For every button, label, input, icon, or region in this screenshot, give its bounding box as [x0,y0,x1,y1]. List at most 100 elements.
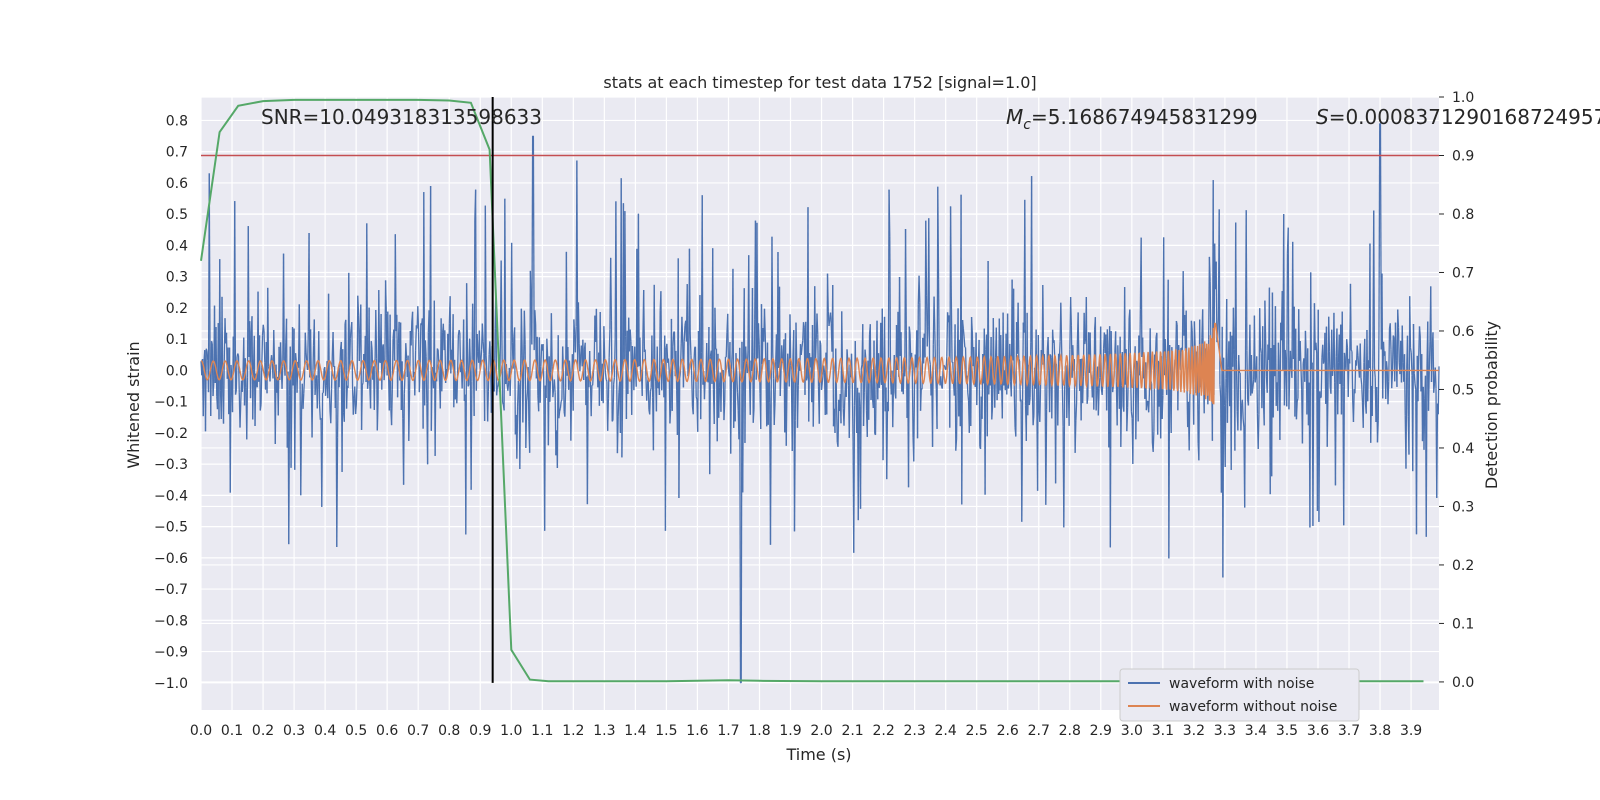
noisy-waveform-segment [701,195,704,385]
noisy-waveform-segment [919,388,922,411]
noisy-waveform-segment [1296,398,1299,402]
noisy-waveform-segment [558,411,561,419]
noisy-waveform-segment [549,372,552,402]
noisy-waveform-segment [963,336,966,348]
noisy-waveform-segment [599,311,602,363]
noisy-waveform-segment [805,377,808,381]
noisy-waveform-segment [525,401,528,448]
noisy-waveform-segment [481,323,484,342]
noisy-waveform-segment [1241,399,1244,420]
noisy-waveform-segment [868,334,871,420]
noisy-waveform-segment [967,392,970,401]
x-tick-label: 1.5 [655,723,677,739]
noisy-waveform-segment [570,382,573,441]
noisy-waveform-segment [1389,323,1392,350]
noisy-waveform-segment [298,304,301,375]
noisy-waveform-segment [534,310,537,325]
noisy-waveform-segment [1140,237,1143,358]
noisy-waveform-segment [436,348,439,351]
noisy-waveform-segment [745,346,748,364]
noisy-waveform-segment [487,354,490,392]
noisy-waveform-segment [800,346,803,356]
y-axis-label-right: Detection probability [1482,321,1501,489]
noisy-waveform-segment [262,324,265,332]
noisy-waveform-segment [1129,373,1133,412]
noisy-waveform-segment [864,349,867,358]
noisy-waveform-segment [793,420,796,532]
noisy-waveform-segment [904,228,907,331]
noisy-waveform-segment [1075,401,1078,421]
noisy-waveform-segment [821,375,824,384]
noisy-waveform-segment [789,314,792,366]
noisy-waveform-segment [617,392,620,417]
noisy-waveform-segment [290,391,293,468]
noisy-waveform-segment [332,331,335,368]
noisy-waveform-segment [502,402,504,406]
noisy-waveform-segment [1250,354,1253,394]
noisy-waveform-segment [688,248,691,334]
noisy-waveform-segment [1068,349,1071,426]
noisy-waveform-segment [1287,227,1290,410]
noisy-waveform-segment [419,323,422,370]
noisy-waveform-segment [1235,359,1238,412]
noisy-waveform-segment [1021,400,1024,522]
noisy-waveform-segment [1428,341,1431,372]
noisy-waveform-segment [539,366,542,403]
noisy-waveform-segment [284,342,287,376]
noisy-waveform-segment [937,279,940,370]
y-tick-label-right: 0.1 [1452,616,1474,632]
noisy-waveform-segment [779,372,782,396]
noisy-waveform-segment [990,336,993,420]
y-tick-label-right: 1.0 [1452,90,1474,106]
x-tick-label: 2.2 [872,723,894,739]
noisy-waveform-segment [637,213,640,367]
noisy-waveform-segment [910,352,913,370]
x-tick-label: 2.0 [810,723,832,739]
noisy-waveform-segment [1257,414,1260,449]
noisy-waveform-segment [234,390,237,395]
noisy-waveform-segment [949,206,952,297]
x-tick-label: 0.1 [221,723,243,739]
noisy-waveform-segment [447,323,451,370]
noisy-waveform-segment [1322,360,1325,364]
noisy-waveform-segment [470,381,473,490]
noisy-waveform-segment [649,387,652,392]
noisy-waveform-segment [1188,392,1191,451]
noisy-waveform-segment [613,377,616,385]
noisy-waveform-segment [360,385,363,430]
noisy-waveform-segment [691,375,694,407]
y-tick-label-left: −0.2 [154,426,188,442]
noisy-waveform-segment [1418,326,1421,337]
noisy-waveform-segment [565,251,568,376]
noisy-waveform-segment [1396,309,1399,387]
noisy-waveform-segment [970,317,973,427]
x-axis-label: Time (s) [785,745,851,764]
x-tick-label: 3.9 [1400,723,1422,739]
noisy-waveform-segment [1322,344,1325,364]
noisy-waveform-segment [1252,379,1255,388]
noisy-waveform-segment [955,372,958,439]
noisy-waveform-segment [414,325,417,351]
noisy-waveform-segment [424,340,427,357]
noisy-waveform-segment [595,308,598,367]
noisy-waveform-segment [1392,335,1395,338]
x-tick-label: 0.7 [407,723,429,739]
noisy-waveform-segment [928,218,931,360]
noisy-waveform-segment [1051,329,1054,343]
y-tick-label-left: −0.3 [154,457,188,473]
y-tick-label-left: 0.2 [166,301,188,317]
noisy-waveform-segment [1039,384,1042,422]
legend-label-clean: waveform without noise [1169,699,1337,715]
noisy-waveform-segment [1391,335,1394,372]
noisy-waveform-segment [322,368,325,393]
noisy-waveform-segment [316,378,319,409]
noisy-waveform-segment [212,383,215,397]
noisy-waveform-segment [1319,391,1322,398]
x-tick-label: 1.2 [562,723,584,739]
noisy-waveform-segment [210,341,213,344]
noisy-waveform-segment [1284,349,1287,360]
noisy-waveform-segment [1147,394,1151,413]
noisy-waveform-segment [1029,342,1032,398]
noisy-waveform-segment [886,401,889,480]
noisy-waveform-segment [1058,341,1061,361]
